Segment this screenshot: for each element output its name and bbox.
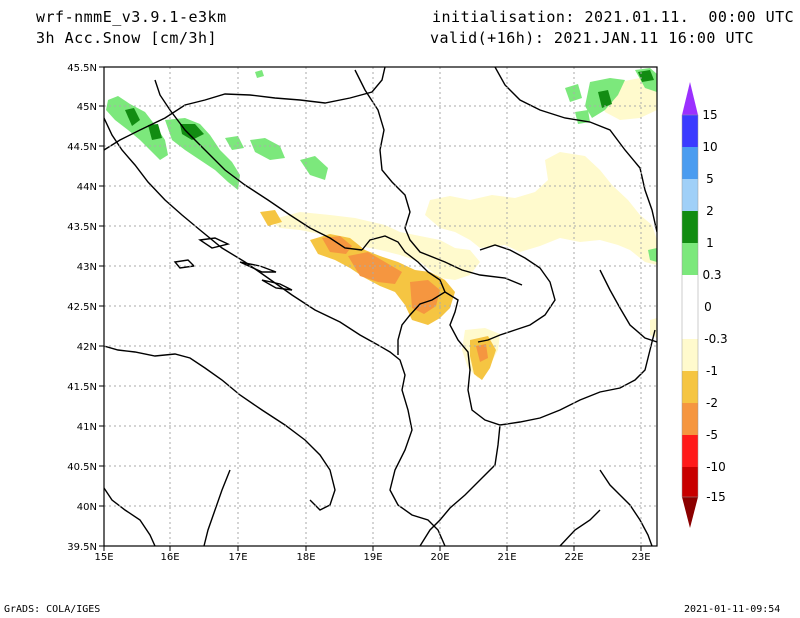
colorbar-labels: 15 10 5 2 1 0.3 0 -0.3 -1 -2 -5 -10 -15 [702,108,727,504]
lat-label: 45N [77,102,97,113]
lon-label: 15E [94,552,113,563]
lon-label: 23E [631,552,650,563]
colorbar-label: 2 [706,204,714,218]
lat-label: 42N [77,342,97,353]
colorbar-label: 5 [706,172,714,186]
init-time: initialisation: 2021.01.11. 00:00 UTC [432,8,795,26]
lat-label: 41N [77,422,97,433]
colorbar-label: -1 [706,364,718,378]
lat-label: 43.5N [67,222,97,233]
lat-label: 43N [77,262,97,273]
colorbar-swatch [682,179,698,211]
colorbar [681,82,699,528]
colorbar-swatch [682,467,698,497]
colorbar-swatch [682,147,698,179]
lon-label: 20E [430,552,449,563]
axis-ticks [99,66,642,551]
snow-field [106,68,657,380]
lat-label: 39.5N [67,542,97,553]
lon-label: 19E [363,552,382,563]
colorbar-label: -10 [706,460,726,474]
colorbar-swatch [682,435,698,467]
lat-label: 40.5N [67,462,97,473]
lon-label: 16E [160,552,179,563]
colorbar-label: -15 [706,490,726,504]
colorbar-swatch [682,243,698,275]
colorbar-label: 10 [702,140,717,154]
colorbar-label: -5 [706,428,718,442]
colorbar-label: 15 [702,108,717,122]
footer-credit: GrADS: COLA/IGES [4,604,101,615]
colorbar-bottom-arrow [682,497,698,528]
colorbar-swatch [682,339,698,371]
lon-label: 17E [228,552,247,563]
coastlines-borders [104,67,657,546]
colorbar-swatch [682,371,698,403]
colorbar-top-arrow [682,82,698,115]
lat-label: 44N [77,182,97,193]
lat-label: 44.5N [67,142,97,153]
lon-label: 21E [497,552,516,563]
colorbar-swatch [682,211,698,243]
lon-label: 22E [564,552,583,563]
colorbar-swatch [682,275,698,339]
colorbar-label: 0 [704,300,712,314]
colorbar-label: 0.3 [702,268,721,282]
footer-timestamp: 2021-01-11-09:54 [684,604,781,615]
lat-label: 42.5N [67,302,97,313]
lat-label: 45.5N [67,63,97,74]
valid-time: valid(+16h): 2021.JAN.11 16:00 UTC [430,29,755,47]
colorbar-swatch [682,115,698,147]
colorbar-label: -0.3 [704,332,727,346]
lat-label: 41.5N [67,382,97,393]
variable-title: 3h Acc.Snow [cm/3h] [36,29,218,47]
model-title: wrf-nmmE_v3.9.1-e3km [36,8,227,26]
colorbar-swatch [682,403,698,435]
lat-label: 40N [77,502,97,513]
colorbar-label: 1 [706,236,714,250]
lon-label: 18E [296,552,315,563]
lon-labels: 15E 16E 17E 18E 19E 20E 21E 22E 23E [94,552,650,563]
lat-labels: 45.5N 45N 44.5N 44N 43.5N 43N 42.5N 42N … [67,63,97,553]
colorbar-label: -2 [706,396,718,410]
graticule [104,67,657,546]
